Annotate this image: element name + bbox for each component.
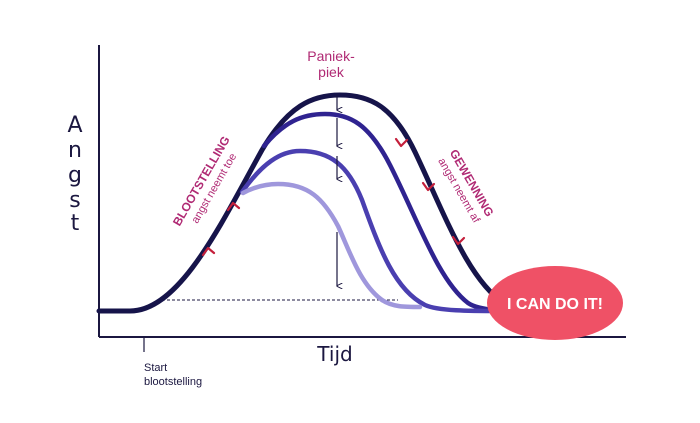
y-axis-letter: n [68,138,82,163]
curve-third [239,148,503,314]
curve-second [261,111,559,314]
exposure-annotation: BLOOTSTELLING angst neemt toe [170,134,239,229]
curve-fourth [240,181,423,310]
x-axis-label: Tijd [316,342,352,366]
start-label-line1: Start [144,362,167,374]
i-can-do-it-badge: I CAN DO IT! [487,266,623,340]
arrowhead-down-2 [421,181,436,192]
arrowhead-down-1 [394,137,409,148]
arrowhead-up-1 [201,246,216,257]
start-label-line2: blootstelling [144,376,202,388]
arrowhead-up-2 [226,201,241,212]
peak-label-line1: Paniek- [307,48,355,64]
falling-arrowheads [394,137,466,246]
y-axis-label: A n g s t [67,113,82,236]
badge-text: I CAN DO IT! [507,296,603,313]
arrowhead-down-3 [451,235,466,246]
badge-ellipse [487,266,623,340]
y-axis-letter: s [69,188,80,213]
peak-label-line2: piek [318,64,345,80]
rising-arrowheads [201,201,241,257]
y-axis-letter: g [68,163,82,188]
y-axis-letter: t [71,211,80,236]
y-axis-letter: A [67,113,82,138]
